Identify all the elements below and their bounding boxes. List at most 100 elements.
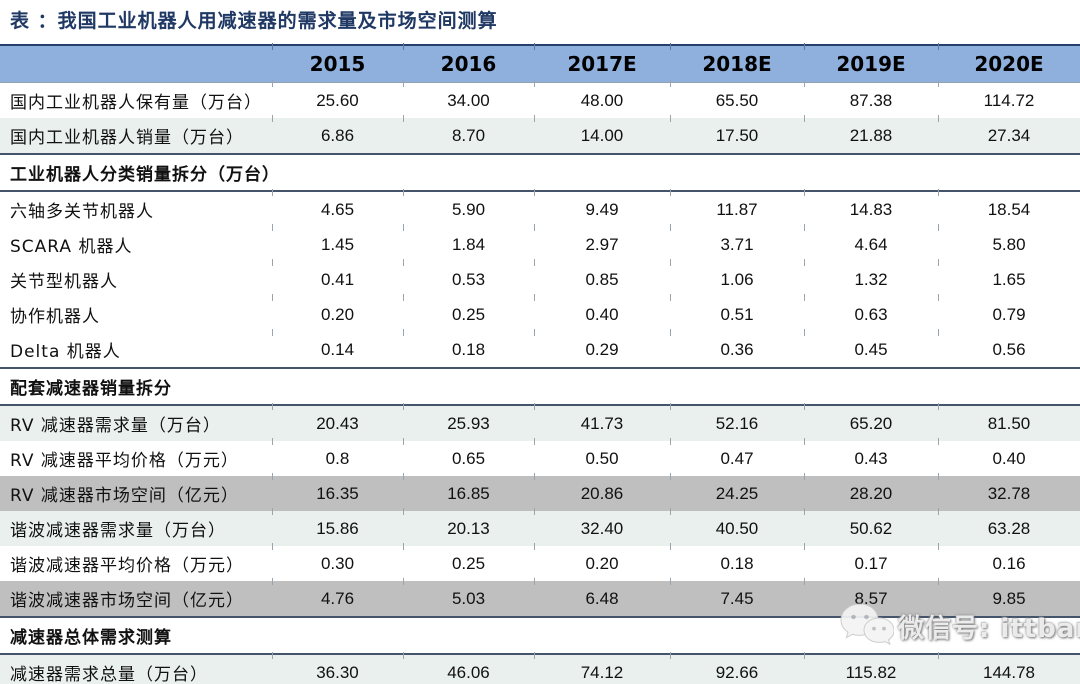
cell-value: 5.80 <box>938 224 1080 262</box>
cell-value: 87.38 <box>804 79 938 119</box>
cell-value: 1.06 <box>670 259 804 297</box>
cell-value: 0.25 <box>403 543 534 581</box>
table-row: 谐波减速器需求量（万台） 15.86 20.13 32.40 40.50 50.62 63.… <box>0 508 1080 546</box>
cell-value: 74.12 <box>534 651 670 684</box>
column-header-blank <box>0 45 272 83</box>
cell-value: 0.65 <box>403 438 534 476</box>
cell-value: 21.88 <box>804 115 938 154</box>
column-header-2019E: 2019E <box>804 42 938 83</box>
cell-value: 27.34 <box>938 115 1080 154</box>
column-header-2016: 2016 <box>403 42 534 83</box>
cell-value: 17.50 <box>670 115 804 154</box>
table-row: Delta 机器人 0.14 0.18 0.29 0.36 0.45 0.56 <box>0 329 1080 368</box>
cell-value: 16.85 <box>403 473 534 511</box>
row-label: 减速器需求总量（万台） <box>0 654 272 684</box>
cell-value: 0.79 <box>938 294 1080 332</box>
cell-value: 8.57 <box>804 578 938 617</box>
cell-value: 0.18 <box>403 329 534 368</box>
cell-value: 46.06 <box>403 651 534 684</box>
row-label: RV 减速器市场空间（亿元） <box>0 476 272 511</box>
cell-value: 4.76 <box>272 578 403 617</box>
cell-value: 18.54 <box>938 188 1080 227</box>
cell-value: 0.18 <box>670 543 804 581</box>
section-label: 工业机器人分类销量拆分（万台） <box>0 153 1080 192</box>
row-label: 谐波减速器市场空间（亿元） <box>0 581 272 617</box>
section-row: 配套减速器销量拆分 <box>0 367 1080 406</box>
row-label: SCARA 机器人 <box>10 237 133 257</box>
cell-value: 20.86 <box>534 473 670 511</box>
table-row: 六轴多关节机器人 4.65 5.90 9.49 11.87 14.83 18.54 <box>0 188 1080 227</box>
cell-value: 0.16 <box>938 543 1080 581</box>
cell-value: 115.82 <box>804 651 938 684</box>
table-row: RV 减速器市场空间（亿元） 16.35 16.85 20.86 24.25 28.20 3… <box>0 473 1080 511</box>
cell-value: 0.40 <box>938 438 1080 476</box>
data-table: 2015 2016 2017E 2018E 2019E 2020E 国内工业机器人保有量（… <box>0 42 1080 684</box>
section-row: 减速器总体需求测算 <box>0 616 1080 655</box>
cell-value: 20.43 <box>272 402 403 441</box>
cell-value: 0.40 <box>534 294 670 332</box>
section-label: 配套减速器销量拆分 <box>0 367 1080 406</box>
table-row: 国内工业机器人保有量（万台） 25.60 34.00 48.00 65.50 87.38 1… <box>0 79 1080 119</box>
cell-value: 1.45 <box>272 224 403 262</box>
cell-value: 6.48 <box>534 578 670 617</box>
cell-value: 15.86 <box>272 508 403 546</box>
cell-value: 0.25 <box>403 294 534 332</box>
cell-value: 25.60 <box>272 79 403 119</box>
table-row: SCARA 机器人 1.45 1.84 2.97 3.71 4.64 5.80 <box>0 224 1080 262</box>
cell-value: 0.45 <box>804 329 938 368</box>
cell-value: 8.70 <box>403 115 534 154</box>
cell-value: 114.72 <box>938 79 1080 119</box>
cell-value: 0.14 <box>272 329 403 368</box>
table-title: 表 ：我国工业机器人用减速器的需求量及市场空间测算 <box>10 10 498 32</box>
cell-value: 0.47 <box>670 438 804 476</box>
cell-value: 0.51 <box>670 294 804 332</box>
column-header-2017E: 2017E <box>534 42 670 83</box>
row-label: Delta 机器人 <box>10 342 121 362</box>
column-header-2018E: 2018E <box>670 42 804 83</box>
row-label: 国内工业机器人销量（万台） <box>0 118 272 154</box>
cell-value: 65.20 <box>804 402 938 441</box>
cell-value: 48.00 <box>534 79 670 119</box>
cell-value: 0.36 <box>670 329 804 368</box>
cell-value: 1.65 <box>938 259 1080 297</box>
table-row: 谐波减速器市场空间（亿元） 4.76 5.03 6.48 7.45 8.57 9.85 <box>0 578 1080 617</box>
cell-value: 50.62 <box>804 508 938 546</box>
table-row: 国内工业机器人销量（万台） 6.86 8.70 14.00 17.50 21.88 27.3… <box>0 115 1080 154</box>
cell-value: 0.30 <box>272 543 403 581</box>
cell-value: 4.64 <box>804 224 938 262</box>
cell-value: 0.63 <box>804 294 938 332</box>
section-label: 减速器总体需求测算 <box>0 616 1080 655</box>
row-label: 六轴多关节机器人 <box>10 202 154 222</box>
cell-value: 25.93 <box>403 402 534 441</box>
cell-value: 9.85 <box>938 578 1080 617</box>
cell-value: 4.65 <box>272 188 403 227</box>
row-label: 谐波减速器需求量（万台） <box>0 511 272 546</box>
cell-value: 7.45 <box>670 578 804 617</box>
cell-value: 5.03 <box>403 578 534 617</box>
table-row: 协作机器人 0.20 0.25 0.40 0.51 0.63 0.79 <box>0 294 1080 332</box>
cell-value: 32.40 <box>534 508 670 546</box>
cell-value: 14.83 <box>804 188 938 227</box>
section-row: 工业机器人分类销量拆分（万台） <box>0 153 1080 192</box>
row-label: 谐波减速器平均价格（万元） <box>10 556 244 576</box>
table-row: 减速器需求总量（万台） 36.30 46.06 74.12 92.66 115.82 144… <box>0 651 1080 684</box>
cell-value: 0.20 <box>272 294 403 332</box>
cell-value: 0.41 <box>272 259 403 297</box>
table-row: RV 减速器需求量（万台） 20.43 25.93 41.73 52.16 65.20 81… <box>0 402 1080 441</box>
cell-value: 34.00 <box>403 79 534 119</box>
cell-value: 6.86 <box>272 115 403 154</box>
table-header: 2015 2016 2017E 2018E 2019E 2020E <box>0 42 1080 83</box>
cell-value: 52.16 <box>670 402 804 441</box>
cell-value: 0.53 <box>403 259 534 297</box>
table-row: 谐波减速器平均价格（万元） 0.30 0.25 0.20 0.18 0.17 0.16 <box>0 543 1080 581</box>
cell-value: 0.85 <box>534 259 670 297</box>
cell-value: 20.13 <box>403 508 534 546</box>
cell-value: 92.66 <box>670 651 804 684</box>
cell-value: 144.78 <box>938 651 1080 684</box>
cell-value: 1.32 <box>804 259 938 297</box>
cell-value: 0.20 <box>534 543 670 581</box>
cell-value: 0.29 <box>534 329 670 368</box>
column-header-2020E: 2020E <box>938 42 1080 83</box>
cell-value: 32.78 <box>938 473 1080 511</box>
